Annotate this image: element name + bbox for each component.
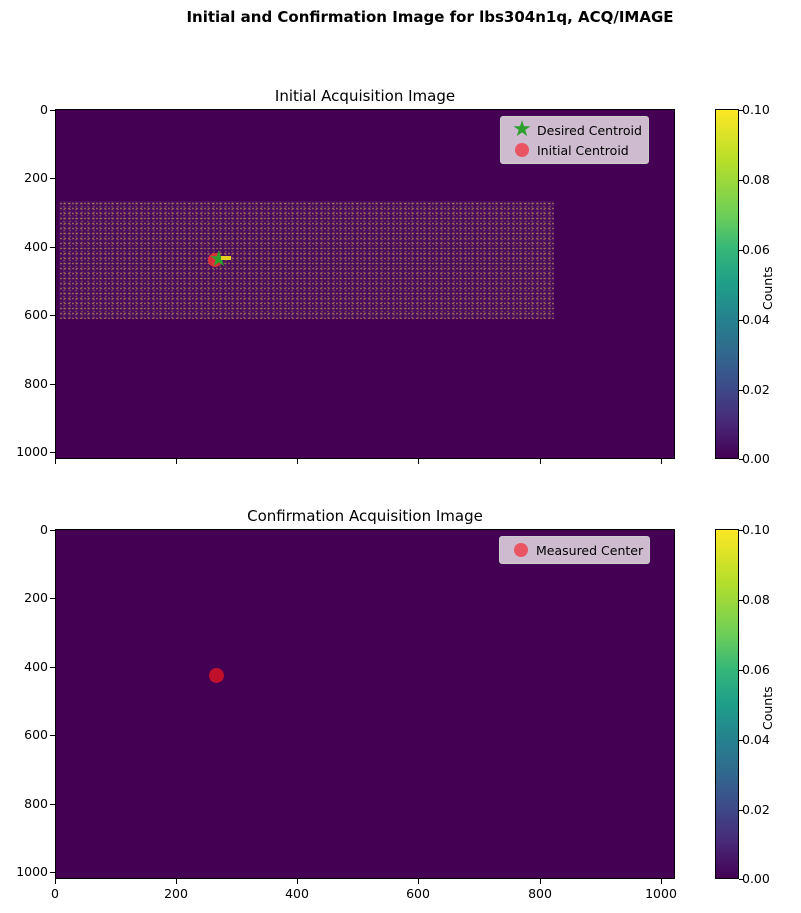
measured-center-marker [209,668,224,683]
initial-image-plot: ★ [55,109,675,459]
desired-centroid-marker: ★ [209,247,229,272]
circle-icon [515,143,529,157]
figure-title: Initial and Confirmation Image for lbs30… [186,8,674,26]
top-legend: ★ Desired Centroid Initial Centroid [500,116,649,164]
top-colorbar-label: Counts [760,266,775,310]
circle-icon [514,543,528,557]
bright-spot [221,256,231,260]
bottom-axes-title: Confirmation Acquisition Image [247,507,483,525]
bottom-legend: Measured Center [499,536,651,564]
top-colorbar [715,109,739,459]
top-axes-title: Initial Acquisition Image [274,87,456,105]
star-icon: ★ [512,117,532,142]
bottom-colorbar [715,529,739,879]
confirmation-image-plot [55,529,675,879]
bottom-colorbar-label: Counts [760,686,775,730]
initial-centroid-marker [208,253,222,267]
noise-region [59,201,554,319]
